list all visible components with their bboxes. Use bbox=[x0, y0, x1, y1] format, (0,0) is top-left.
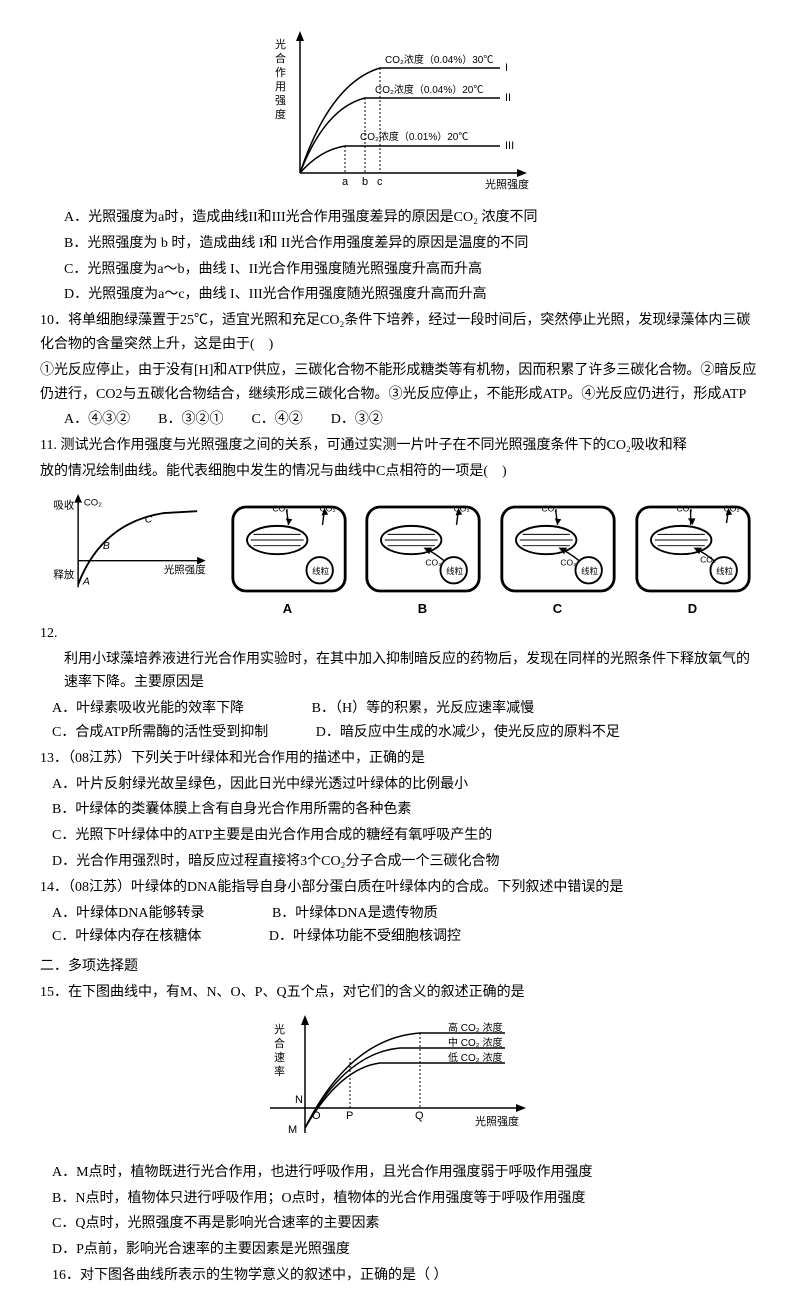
svg-text:线粒: 线粒 bbox=[312, 566, 329, 576]
svg-text:作: 作 bbox=[275, 66, 286, 79]
svg-text:Q: Q bbox=[415, 1110, 424, 1122]
q11-figures: 吸收 释放 CO₂ 光照强度 A B C 线粒 CO₂ CO₂ 线粒 CO₂ C… bbox=[40, 494, 760, 594]
svg-text:CO₂: CO₂ bbox=[723, 504, 739, 514]
svg-text:CO₂: CO₂ bbox=[320, 504, 336, 514]
y-label: 光 bbox=[275, 37, 286, 51]
svg-text:线粒: 线粒 bbox=[716, 566, 733, 576]
svg-text:高 CO₂ 浓度: 高 CO₂ 浓度 bbox=[448, 1021, 502, 1034]
q14-ab: A．叶绿体DNA能够转录 B．叶绿体DNA是遗传物质 bbox=[40, 902, 760, 926]
q13-d: D．光合作用强烈时，暗反应过程直接将3个CO₂分子合成一个三碳化合物 bbox=[40, 850, 760, 874]
svg-text:C: C bbox=[145, 514, 153, 525]
q13-c: C．光照下叶绿体中的ATP主要是由光合作用合成的糖经有氧呼吸产生的 bbox=[40, 824, 760, 848]
q15-d: D．P点前，影响光合速率的主要因素是光照强度 bbox=[40, 1238, 760, 1262]
q15-b: B．N点时，植物体只进行呼吸作用；O点时，植物体的光合作用强度等于呼吸作用强度 bbox=[40, 1187, 760, 1211]
svg-text:低 CO₂ 浓度: 低 CO₂ 浓度 bbox=[448, 1051, 502, 1064]
q13-a: A．叶片反射绿光故呈绿色，因此日光中绿光透过叶绿体的比例最小 bbox=[40, 773, 760, 797]
q9-chart: 光 合 作 用 强 度 光照强度 CO₂浓度（0.04%）30℃ I CO₂浓度… bbox=[40, 28, 760, 198]
svg-text:CO₂: CO₂ bbox=[426, 557, 442, 567]
q16-stem: 16．对下图各曲线所表示的生物学意义的叙述中，正确的是（ ） bbox=[40, 1264, 760, 1288]
q9-opt-b: B．光照强度为 b 时，造成曲线 I和 II光合作用强度差异的原因是温度的不同 bbox=[40, 232, 760, 256]
q11-panel-labels: A B C D bbox=[220, 598, 760, 620]
svg-text:CO₂: CO₂ bbox=[454, 504, 470, 514]
q11-stem2: 放的情况绘制曲线。能代表细胞中发生的情况与曲线中C点相符的一项是( ) bbox=[40, 460, 760, 484]
svg-text:I: I bbox=[505, 62, 508, 74]
svg-text:光照强度: 光照强度 bbox=[164, 563, 206, 576]
svg-text:吸收: 吸收 bbox=[54, 498, 75, 511]
svg-text:率: 率 bbox=[274, 1064, 285, 1078]
svg-text:CO₂: CO₂ bbox=[272, 504, 288, 514]
q12-opts-cd: C．合成ATP所需酶的活性受到抑制 D．暗反应中生成的水减少，使光反应的原料不足 bbox=[40, 721, 760, 745]
svg-text:c: c bbox=[377, 176, 383, 188]
q15-stem: 15．在下图曲线中，有M、N、O、P、Q五个点，对它们的含义的叙述正确的是 bbox=[40, 981, 760, 1005]
svg-text:中 CO₂ 浓度: 中 CO₂ 浓度 bbox=[448, 1036, 502, 1049]
svg-text:用: 用 bbox=[275, 81, 286, 93]
svg-text:CO₂: CO₂ bbox=[700, 554, 716, 564]
svg-text:B: B bbox=[103, 541, 110, 552]
svg-text:CO₂浓度（0.01%）20℃: CO₂浓度（0.01%）20℃ bbox=[360, 130, 468, 143]
svg-text:度: 度 bbox=[275, 107, 286, 121]
chart1-svg: 光 合 作 用 强 度 光照强度 CO₂浓度（0.04%）30℃ I CO₂浓度… bbox=[250, 28, 550, 198]
svg-text:光照强度: 光照强度 bbox=[475, 1114, 519, 1128]
svg-text:O: O bbox=[312, 1110, 321, 1122]
svg-text:M: M bbox=[288, 1124, 297, 1136]
q11-panel-d: 线粒 CO₂ CO₂ CO₂ bbox=[634, 504, 752, 594]
svg-text:N: N bbox=[295, 1094, 303, 1106]
q12-opts-ab: A．叶绿素吸收光能的效率下降 B．（H）等的积累，光反应速率减慢 bbox=[40, 697, 760, 721]
svg-text:强: 强 bbox=[275, 95, 286, 107]
q13-b: B．叶绿体的类囊体膜上含有自身光合作用所需的各种色素 bbox=[40, 798, 760, 822]
svg-text:速: 速 bbox=[274, 1051, 285, 1064]
section2-heading: 二．多项选择题 bbox=[40, 955, 760, 979]
q9-opt-c: C．光照强度为a～b，曲线 I、II光合作用强度随光照强度升高而升高 bbox=[40, 258, 760, 282]
svg-text:CO₂: CO₂ bbox=[542, 504, 558, 514]
q12-stem: 利用小球藻培养液进行光合作用实验时，在其中加入抑制暗反应的药物后，发现在同样的光… bbox=[40, 648, 760, 696]
svg-text:II: II bbox=[505, 92, 511, 104]
svg-text:光: 光 bbox=[274, 1022, 285, 1036]
q15-a: A．M点时，植物既进行光合作用，也进行呼吸作用，且光合作用强度弱于呼吸作用强度 bbox=[40, 1161, 760, 1185]
q11-graph: 吸收 释放 CO₂ 光照强度 A B C bbox=[48, 494, 213, 594]
svg-text:CO₂浓度（0.04%）30℃: CO₂浓度（0.04%）30℃ bbox=[385, 53, 493, 66]
svg-text:CO₂: CO₂ bbox=[560, 557, 576, 567]
svg-text:释放: 释放 bbox=[54, 568, 75, 581]
q9-opt-d: D．光照强度为a～c，曲线 I、III光合作用强度随光照强度升高而升高 bbox=[40, 283, 760, 307]
q11-panel-a: 线粒 CO₂ CO₂ bbox=[230, 504, 348, 594]
svg-text:P: P bbox=[346, 1110, 353, 1122]
svg-text:b: b bbox=[362, 176, 368, 188]
q15-c: C．Q点时，光照强度不再是影响光合速率的主要因素 bbox=[40, 1212, 760, 1236]
q9-opt-a: A．光照强度为a时，造成曲线II和III光合作用强度差异的原因是CO₂ 浓度不同 bbox=[40, 206, 760, 230]
q14-cd: C．叶绿体内存在核糖体 D．叶绿体功能不受细胞核调控 bbox=[40, 925, 760, 949]
q12-num: 12. bbox=[40, 622, 760, 646]
q11-panel-c: 线粒 CO₂ CO₂ bbox=[499, 504, 617, 594]
x-label: 光照强度 bbox=[485, 177, 529, 191]
svg-text:CO₂浓度（0.04%）20℃: CO₂浓度（0.04%）20℃ bbox=[375, 83, 483, 96]
svg-text:III: III bbox=[505, 140, 514, 152]
svg-text:合: 合 bbox=[275, 51, 286, 65]
svg-text:合: 合 bbox=[274, 1036, 285, 1050]
q13-stem: 13．（08江苏）下列关于叶绿体和光合作用的描述中，正确的是 bbox=[40, 747, 760, 771]
svg-text:a: a bbox=[342, 176, 349, 188]
q10-body: ①光反应停止，由于没有[H]和ATP供应，三碳化合物不能形成糖类等有机物，因而积… bbox=[40, 359, 760, 407]
q10-opts: A．④③② B．③②① C．④② D．③② bbox=[40, 408, 760, 432]
q14-stem: 14．（08江苏）叶绿体的DNA能指导自身小部分蛋白质在叶绿体内的合成。下列叙述… bbox=[40, 876, 760, 900]
q10-stem: 10．将单细胞绿藻置于25℃，适宜光照和充足CO₂条件下培养，经过一段时间后，突… bbox=[40, 309, 760, 357]
q11-stem1: 11. 测试光合作用强度与光照强度之间的关系，可通过实测一片叶子在不同光照强度条… bbox=[40, 434, 760, 458]
svg-text:CO₂: CO₂ bbox=[676, 504, 692, 514]
svg-text:A: A bbox=[82, 576, 90, 587]
svg-text:线粒: 线粒 bbox=[447, 566, 464, 576]
svg-text:CO₂: CO₂ bbox=[84, 497, 102, 508]
svg-text:线粒: 线粒 bbox=[581, 566, 598, 576]
q11-panel-b: 线粒 CO₂ CO₂ bbox=[364, 504, 482, 594]
